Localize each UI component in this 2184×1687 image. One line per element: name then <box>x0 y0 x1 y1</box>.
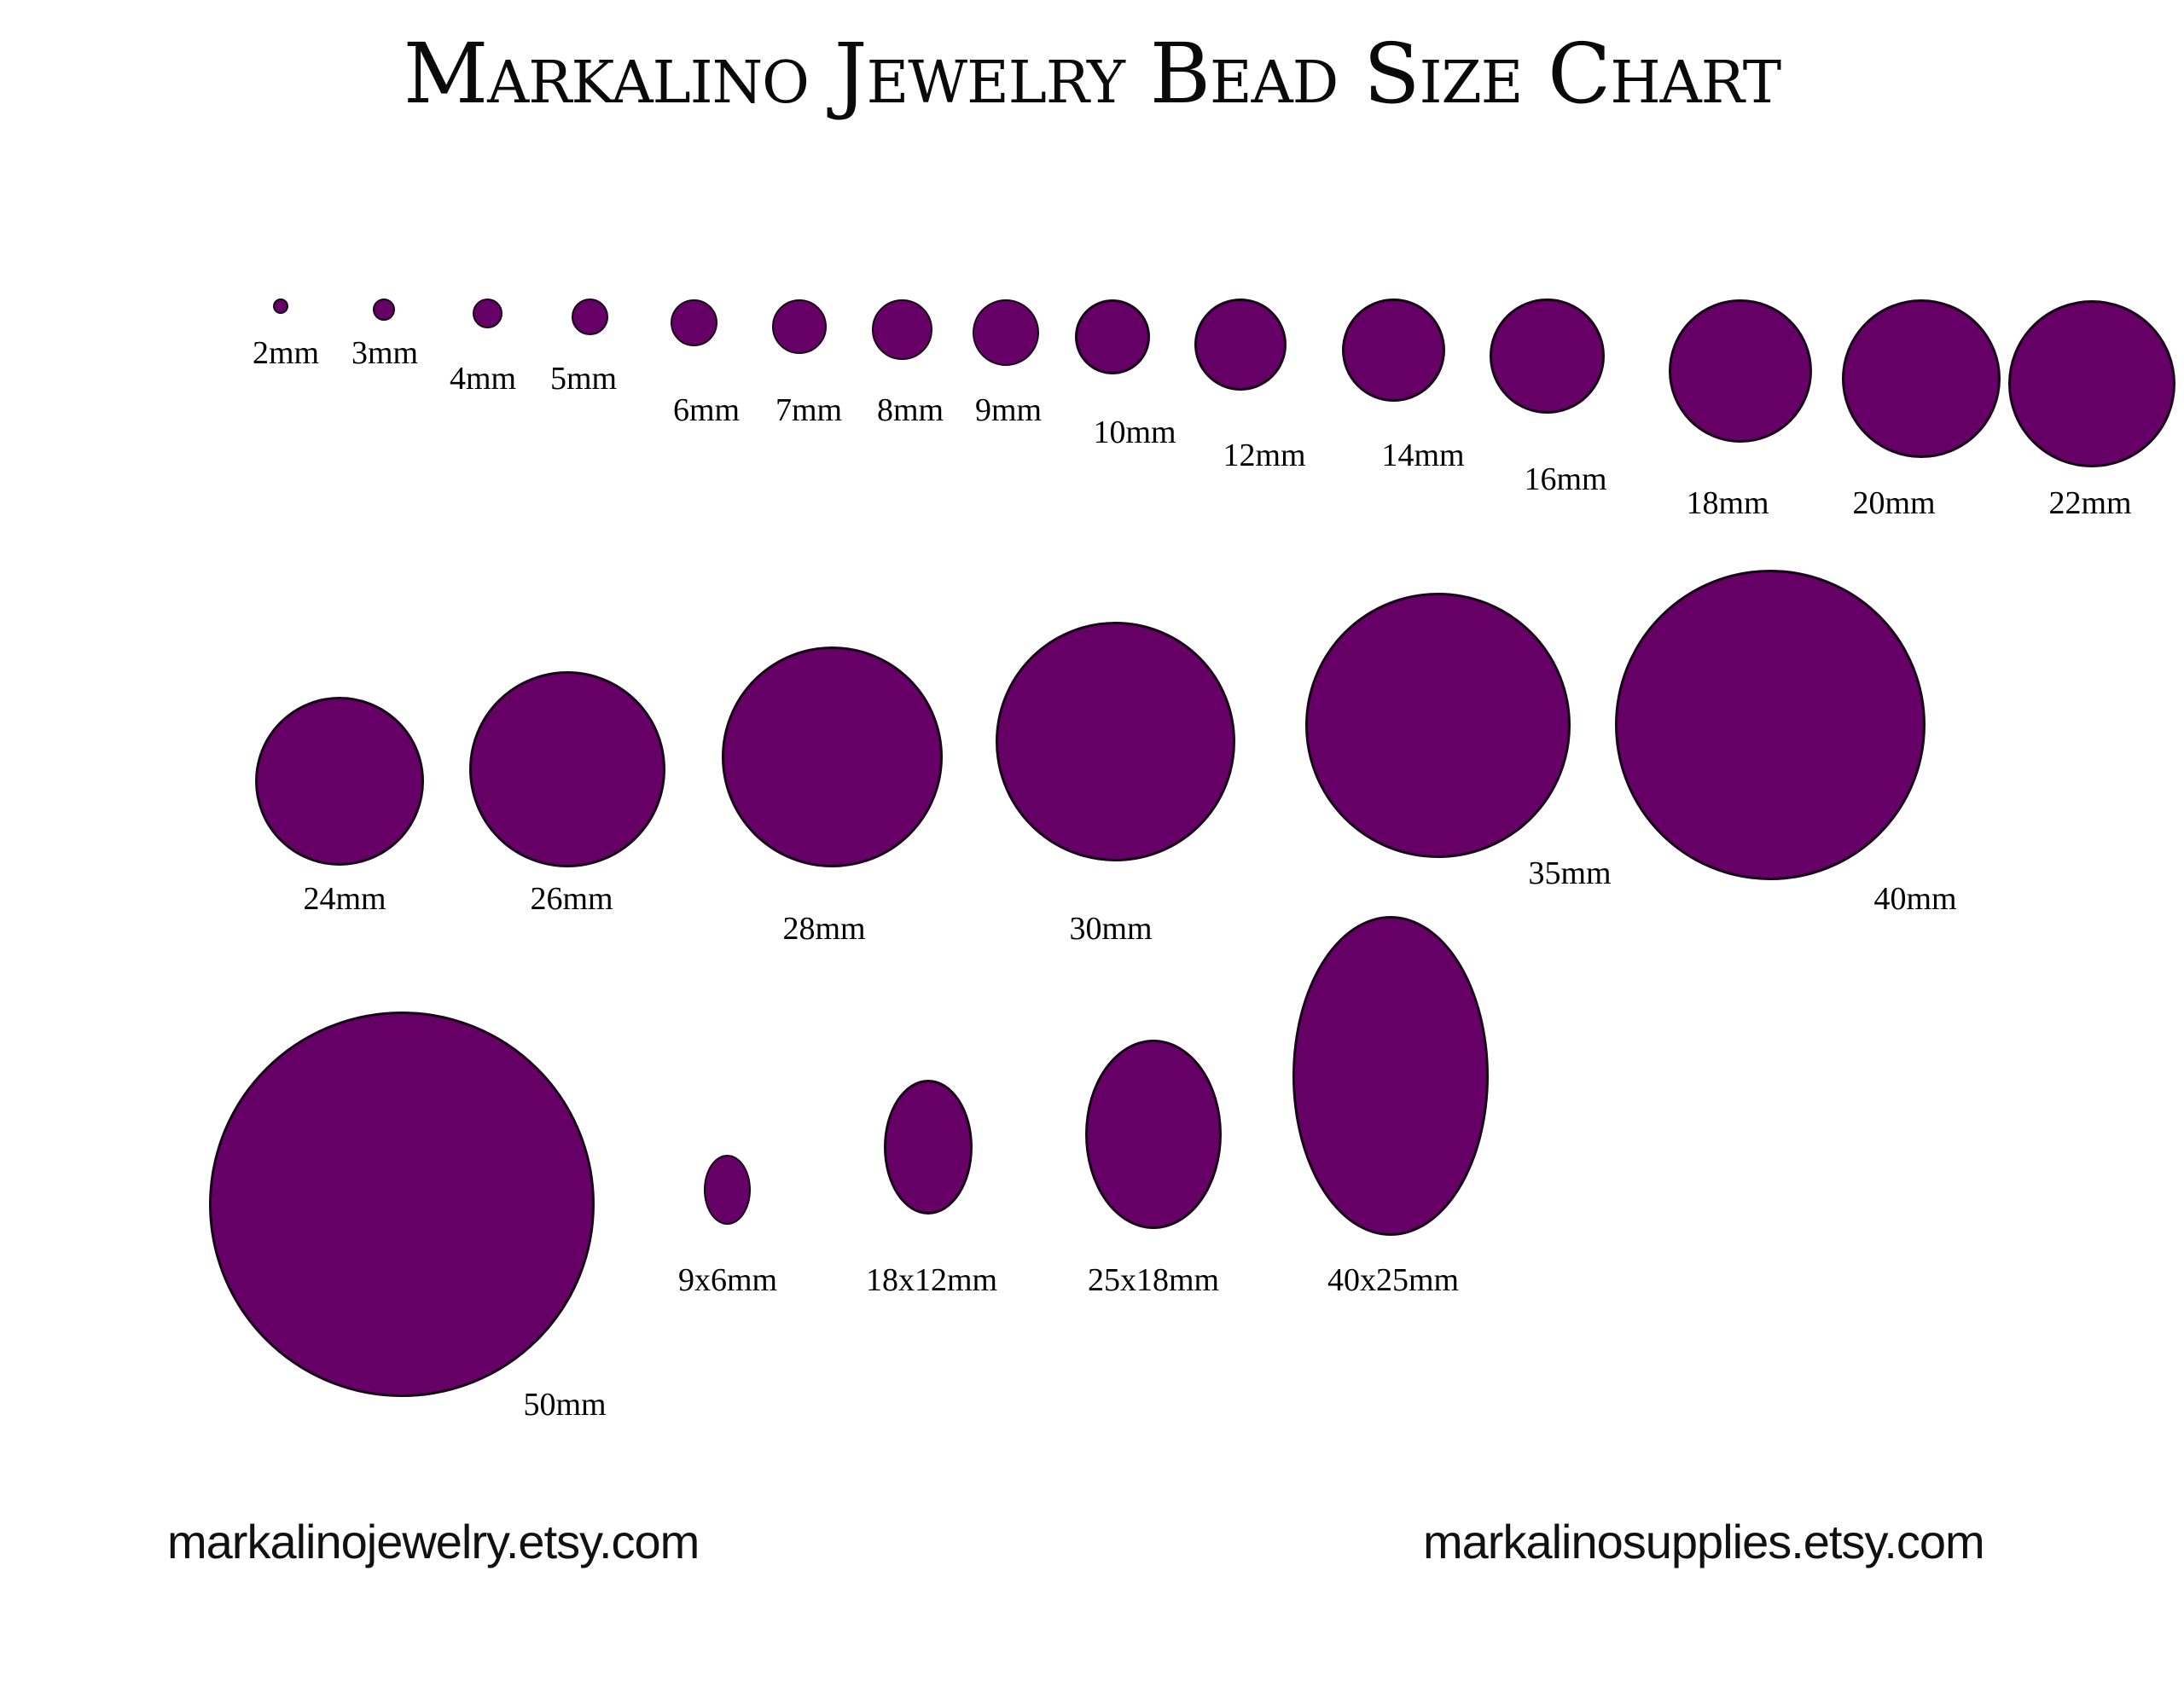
bead-5mm-label: 5mm <box>549 361 618 397</box>
bead-10mm-label: 10mm <box>1093 415 1176 450</box>
jewelry-shop-url[interactable]: markalinojewelry.etsy.com <box>167 1515 700 1568</box>
bead-16mm <box>1490 299 1605 414</box>
bead-3mm-label: 3mm <box>351 335 419 371</box>
bead-40mm <box>1615 570 1926 880</box>
bead-35mm-label: 35mm <box>1528 855 1612 891</box>
bead-28mm-label: 28mm <box>782 911 866 947</box>
bead-8mm-label: 8mm <box>876 392 944 428</box>
bead-9x6mm <box>704 1155 751 1225</box>
bead-16mm-label: 16mm <box>1524 461 1607 497</box>
bead-40x25mm-label: 40x25mm <box>1327 1262 1460 1298</box>
supplies-shop-url[interactable]: markalinosupplies.etsy.com <box>1423 1515 1985 1568</box>
bead-9mm <box>973 299 1039 366</box>
bead-2mm-label: 2mm <box>252 335 320 371</box>
bead-7mm-label: 7mm <box>775 392 843 428</box>
bead-50mm <box>209 1012 595 1397</box>
bead-12mm <box>1194 299 1287 391</box>
bead-24mm-label: 24mm <box>303 881 386 917</box>
bead-4mm-label: 4mm <box>449 361 517 397</box>
bead-18mm-label: 18mm <box>1686 485 1769 521</box>
bead-18mm <box>1669 299 1812 443</box>
bead-6mm <box>671 299 717 346</box>
bead-26mm <box>469 671 665 867</box>
bead-2mm <box>273 299 288 314</box>
bead-40x25mm <box>1292 916 1489 1236</box>
bead-6mm-label: 6mm <box>672 392 741 428</box>
bead-50mm-label: 50mm <box>523 1387 607 1423</box>
bead-35mm <box>1305 593 1571 858</box>
bead-14mm <box>1342 299 1445 402</box>
bead-20mm <box>1842 299 2001 458</box>
bead-26mm-label: 26mm <box>530 881 613 917</box>
page-title: Markalino Jewelry Bead Size Chart <box>403 26 1781 122</box>
bead-24mm <box>255 697 424 866</box>
bead-22mm <box>2008 300 2175 467</box>
bead-9mm-label: 9mm <box>974 392 1043 428</box>
bead-18x12mm-label: 18x12mm <box>865 1262 998 1298</box>
bead-30mm <box>996 622 1235 861</box>
bead-18x12mm <box>884 1080 973 1215</box>
bead-25x18mm <box>1085 1040 1222 1229</box>
bead-5mm <box>572 299 608 335</box>
bead-14mm-label: 14mm <box>1381 438 1465 473</box>
bead-12mm-label: 12mm <box>1223 438 1306 473</box>
bead-7mm <box>772 299 827 354</box>
bead-28mm <box>722 646 943 867</box>
bead-22mm-label: 22mm <box>2048 485 2132 521</box>
bead-4mm <box>473 299 502 328</box>
bead-9x6mm-label: 9x6mm <box>677 1262 778 1298</box>
bead-3mm <box>373 299 395 321</box>
bead-40mm-label: 40mm <box>1873 881 1957 917</box>
bead-10mm <box>1075 299 1150 374</box>
bead-20mm-label: 20mm <box>1852 485 1936 521</box>
bead-8mm <box>872 299 932 360</box>
bead-30mm-label: 30mm <box>1069 911 1153 947</box>
bead-25x18mm-label: 25x18mm <box>1087 1262 1220 1298</box>
